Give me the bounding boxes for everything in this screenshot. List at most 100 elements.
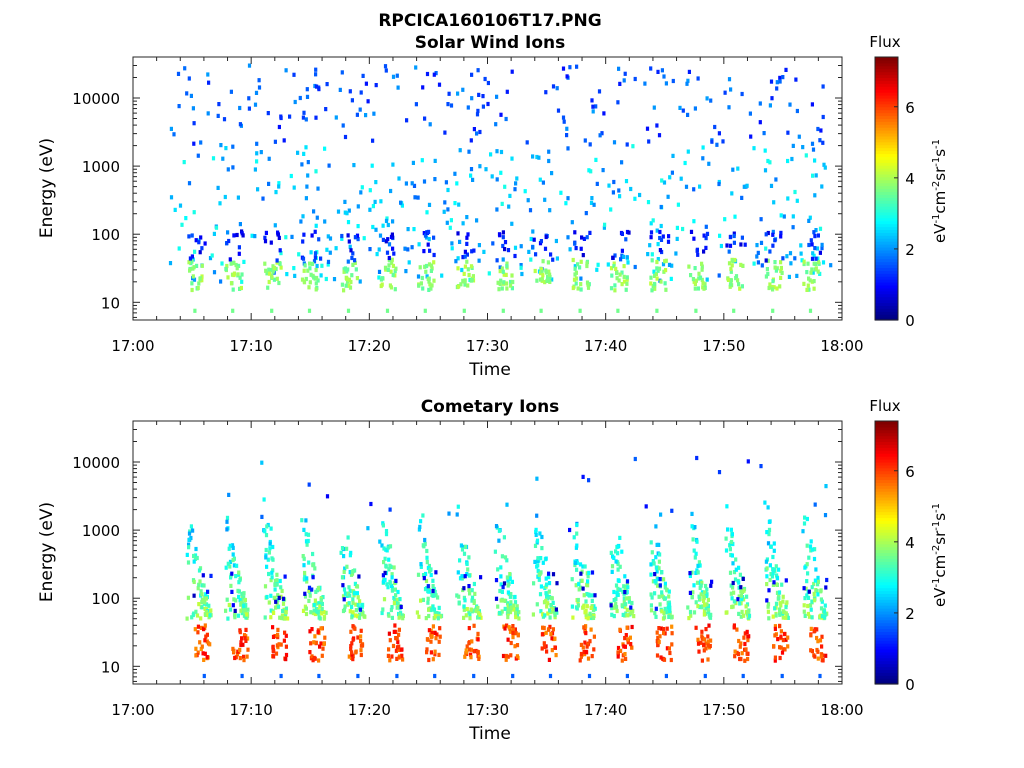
spectrogram-cell — [729, 591, 733, 596]
spectrogram-cell — [739, 614, 743, 619]
spectrogram-cell — [312, 640, 316, 645]
spectrogram-cell — [542, 641, 546, 646]
spectrogram-cell — [413, 195, 417, 200]
spectrogram-cell — [270, 308, 274, 313]
spectrogram-cell — [708, 643, 712, 649]
spectrogram-cell — [237, 263, 241, 268]
spectrogram-cell — [703, 673, 707, 679]
spectrogram-cell — [353, 235, 357, 240]
spectrogram-cell — [507, 204, 511, 209]
spectrogram-cell — [803, 565, 807, 570]
spectrogram-cell — [553, 636, 557, 641]
spectrogram-cell — [505, 502, 509, 507]
spectrogram-cell — [417, 242, 421, 247]
spectrogram-cell — [458, 558, 462, 563]
spectrogram-cell — [456, 231, 460, 236]
spectrogram-cell — [475, 218, 479, 223]
spectrogram-cell — [180, 222, 184, 227]
spectrogram-cell — [476, 637, 480, 642]
spectrogram-cell — [431, 630, 435, 636]
spectrogram-cell — [273, 582, 277, 587]
spectrogram-cell — [785, 600, 789, 605]
x-axis-label: Time — [468, 724, 511, 744]
spectrogram-cell — [334, 246, 338, 251]
spectrogram-cell — [238, 598, 242, 603]
colorbar-swatch — [875, 499, 898, 504]
spectrogram-cell — [343, 604, 347, 609]
colorbar-swatch — [875, 194, 898, 198]
spectrogram-cell — [579, 642, 583, 647]
spectrogram-cell — [177, 104, 181, 109]
spectrogram-cell — [344, 283, 348, 288]
spectrogram-cell — [192, 553, 196, 559]
spectrogram-cell — [293, 273, 297, 278]
spectrogram-cell — [771, 287, 775, 292]
spectrogram-cell — [541, 259, 545, 264]
spectrogram-cell — [729, 278, 733, 283]
spectrogram-cell — [630, 600, 634, 606]
spectrogram-cell — [729, 266, 733, 271]
spectrogram-cell — [178, 203, 183, 208]
spectrogram-cell — [664, 673, 668, 679]
spectrogram-cell — [503, 555, 508, 560]
spectrogram-cell — [398, 597, 402, 602]
spectrogram-cell — [460, 267, 464, 273]
spectrogram-cell — [196, 630, 200, 635]
spectrogram-cell — [540, 632, 545, 637]
spectrogram-cell — [187, 76, 191, 81]
spectrogram-cell — [617, 278, 621, 283]
colorbar-swatch — [875, 421, 898, 425]
spectrogram-cell — [437, 605, 441, 610]
spectrogram-cell — [656, 642, 660, 647]
spectrogram-cell — [310, 587, 314, 592]
spectrogram-cell — [724, 548, 729, 553]
colorbar-swatch — [875, 244, 898, 248]
spectrogram-cell — [510, 69, 514, 74]
spectrogram-cell — [540, 277, 544, 282]
spectrogram-cell — [200, 278, 204, 283]
spectrogram-cell — [263, 615, 267, 620]
spectrogram-cell — [271, 654, 275, 659]
spectrogram-cell — [770, 284, 774, 290]
spectrogram-cell — [456, 570, 460, 575]
spectrogram-cell — [203, 651, 207, 656]
spectrogram-cell — [185, 552, 189, 557]
spectrogram-cell — [240, 272, 244, 277]
spectrogram-cell — [816, 233, 820, 238]
spectrogram-cell — [198, 566, 203, 571]
spectrogram-cell — [267, 550, 271, 555]
colorbar-swatch — [875, 511, 898, 516]
spectrogram-cell — [237, 570, 241, 575]
spectrogram-cell — [348, 609, 352, 614]
spectrogram-cell — [621, 653, 625, 658]
spectrogram-cell — [245, 612, 249, 617]
spectrogram-cell — [350, 98, 354, 103]
spectrogram-cell — [211, 156, 216, 161]
spectrogram-cell — [692, 583, 696, 588]
spectrogram-cell — [240, 591, 244, 596]
spectrogram-cell — [646, 200, 651, 205]
spectrogram-cell — [535, 476, 539, 481]
spectrogram-cell — [620, 658, 624, 663]
spectrogram-cell — [468, 616, 472, 621]
spectrogram-cell — [574, 276, 579, 281]
spectrogram-cell — [255, 159, 259, 164]
spectrogram-cell — [378, 539, 382, 544]
spectrogram-cell — [348, 285, 353, 290]
spectrogram-cell — [732, 233, 736, 239]
spectrogram-cell — [773, 633, 777, 638]
spectrogram-cell — [768, 249, 772, 254]
spectrogram-cell — [399, 647, 403, 652]
spectrogram-cell — [314, 115, 318, 120]
spectrogram-cell — [700, 267, 704, 272]
colorbar-swatch — [875, 302, 898, 306]
colorbar-swatch — [875, 156, 898, 160]
spectrogram-cell — [746, 610, 750, 615]
spectrogram-cell — [495, 94, 499, 99]
spectrogram-cell — [314, 223, 318, 228]
spectrogram-cell — [622, 584, 626, 589]
spectrogram-cell — [730, 263, 734, 268]
spectrogram-cell — [189, 524, 193, 529]
spectrogram-cell — [397, 644, 401, 649]
spectrogram-cell — [433, 649, 437, 654]
